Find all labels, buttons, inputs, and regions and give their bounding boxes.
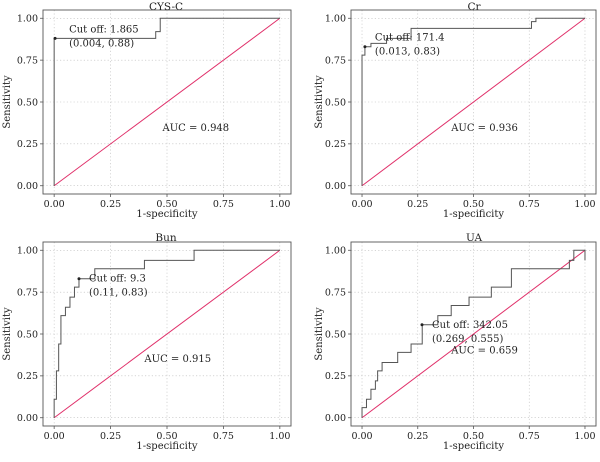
cutoff-point bbox=[420, 323, 424, 327]
cutoff-coords-annotation: (0.004, 0.88) bbox=[69, 38, 134, 49]
y-tick-label: 0.00 bbox=[17, 181, 38, 192]
auc-annotation: AUC = 0.936 bbox=[450, 123, 518, 134]
y-tick-label: 0.25 bbox=[325, 371, 346, 382]
x-tick-label: 0.00 bbox=[44, 431, 65, 442]
x-tick-label: 0.00 bbox=[44, 199, 65, 210]
x-tick-label: 0.75 bbox=[519, 431, 540, 442]
x-tick-label: 0.25 bbox=[100, 431, 121, 442]
x-tick-label: 0.50 bbox=[463, 431, 484, 442]
roc-panel-2: 0.00 0.25 0.50 0.75 1.00 0.00 0.25 0.50 0.75 1.00… bbox=[314, 1, 597, 220]
x-tick-label: 0.50 bbox=[156, 199, 177, 210]
y-tick-label: 0.50 bbox=[325, 329, 346, 340]
x-tick-label: 1.00 bbox=[269, 431, 290, 442]
cutoff-annotation: Cut off: 171.4 bbox=[375, 33, 445, 44]
panel-title: Cr bbox=[467, 1, 481, 13]
auc-annotation: AUC = 0.948 bbox=[161, 123, 229, 134]
y-axis-label: Sensitivity bbox=[2, 75, 13, 129]
x-tick-label: 0.75 bbox=[519, 199, 540, 210]
x-tick-label: 0.25 bbox=[407, 431, 428, 442]
y-tick-label: 1.00 bbox=[17, 14, 38, 25]
y-tick-label: 0.50 bbox=[17, 329, 38, 340]
y-tick-label: 0.25 bbox=[17, 371, 38, 382]
cutoff-point bbox=[363, 45, 367, 49]
roc-panel-4: 0.00 0.25 0.50 0.75 1.00 0.00 0.25 0.50 0.75 1.00… bbox=[314, 232, 597, 452]
roc-curve bbox=[361, 17, 585, 186]
y-axis-label: Sensitivity bbox=[2, 307, 13, 361]
cutoff-coords-annotation: (0.269, 0.555) bbox=[432, 334, 504, 345]
y-tick-label: 0.00 bbox=[17, 413, 38, 424]
y-tick-label: 0.50 bbox=[325, 97, 346, 108]
x-tick-label: 0.00 bbox=[351, 431, 372, 442]
y-tick-label: 0.25 bbox=[325, 139, 346, 150]
x-tick-label: 1.00 bbox=[574, 199, 595, 210]
auc-annotation: AUC = 0.915 bbox=[143, 354, 211, 365]
x-tick-label: 0.50 bbox=[463, 199, 484, 210]
cutoff-point bbox=[53, 36, 57, 40]
x-tick-label: 0.50 bbox=[156, 431, 177, 442]
x-axis-label: 1-specificity bbox=[136, 209, 197, 220]
y-tick-label: 0.75 bbox=[17, 55, 38, 66]
y-tick-label: 0.75 bbox=[325, 287, 346, 298]
x-tick-label: 0.75 bbox=[213, 431, 234, 442]
roc-panel-3: 0.00 0.25 0.50 0.75 1.00 0.00 0.25 0.50 0.75 1.00… bbox=[2, 232, 292, 452]
x-tick-label: 1.00 bbox=[269, 199, 290, 210]
reference-line bbox=[361, 17, 586, 187]
y-tick-label: 0.75 bbox=[17, 287, 38, 298]
y-tick-label: 0.00 bbox=[325, 181, 346, 192]
roc-curve bbox=[53, 249, 280, 418]
reference-line bbox=[53, 249, 281, 419]
x-tick-label: 0.75 bbox=[213, 199, 234, 210]
x-axis-label: 1-specificity bbox=[136, 441, 197, 452]
panel-title: CYS-C bbox=[149, 1, 183, 13]
y-tick-label: 0.00 bbox=[325, 413, 346, 424]
y-tick-label: 1.00 bbox=[17, 246, 38, 257]
x-tick-label: 0.25 bbox=[407, 199, 428, 210]
x-axis-label: 1-specificity bbox=[443, 209, 504, 220]
y-axis-label: Sensitivity bbox=[314, 307, 325, 361]
panel-title: Bun bbox=[155, 232, 176, 244]
cutoff-coords-annotation: (0.11, 0.83) bbox=[89, 288, 148, 299]
reference-line bbox=[53, 17, 281, 187]
panel-title: UA bbox=[466, 232, 483, 244]
auc-annotation: AUC = 0.659 bbox=[450, 346, 518, 357]
x-axis-label: 1-specificity bbox=[443, 441, 504, 452]
y-tick-label: 1.00 bbox=[325, 14, 346, 25]
roc-curve bbox=[361, 249, 586, 418]
y-tick-label: 0.50 bbox=[17, 97, 38, 108]
roc-panel-1: 0.00 0.25 0.50 0.75 1.00 0.00 0.25 0.50 0.75 1.00… bbox=[2, 1, 292, 220]
y-tick-label: 0.75 bbox=[325, 55, 346, 66]
x-tick-label: 1.00 bbox=[574, 431, 595, 442]
cutoff-point bbox=[77, 277, 81, 281]
cutoff-annotation: Cut off: 9.3 bbox=[89, 274, 146, 285]
y-tick-label: 0.25 bbox=[17, 139, 38, 150]
y-tick-label: 1.00 bbox=[325, 246, 346, 257]
cutoff-coords-annotation: (0.013, 0.83) bbox=[375, 47, 440, 58]
x-tick-label: 0.25 bbox=[100, 199, 121, 210]
x-tick-label: 0.00 bbox=[351, 199, 372, 210]
cutoff-annotation: Cut off: 1.865 bbox=[69, 24, 139, 35]
cutoff-annotation: Cut off: 342.05 bbox=[432, 320, 508, 331]
y-axis-label: Sensitivity bbox=[314, 75, 325, 129]
reference-line bbox=[361, 249, 586, 419]
